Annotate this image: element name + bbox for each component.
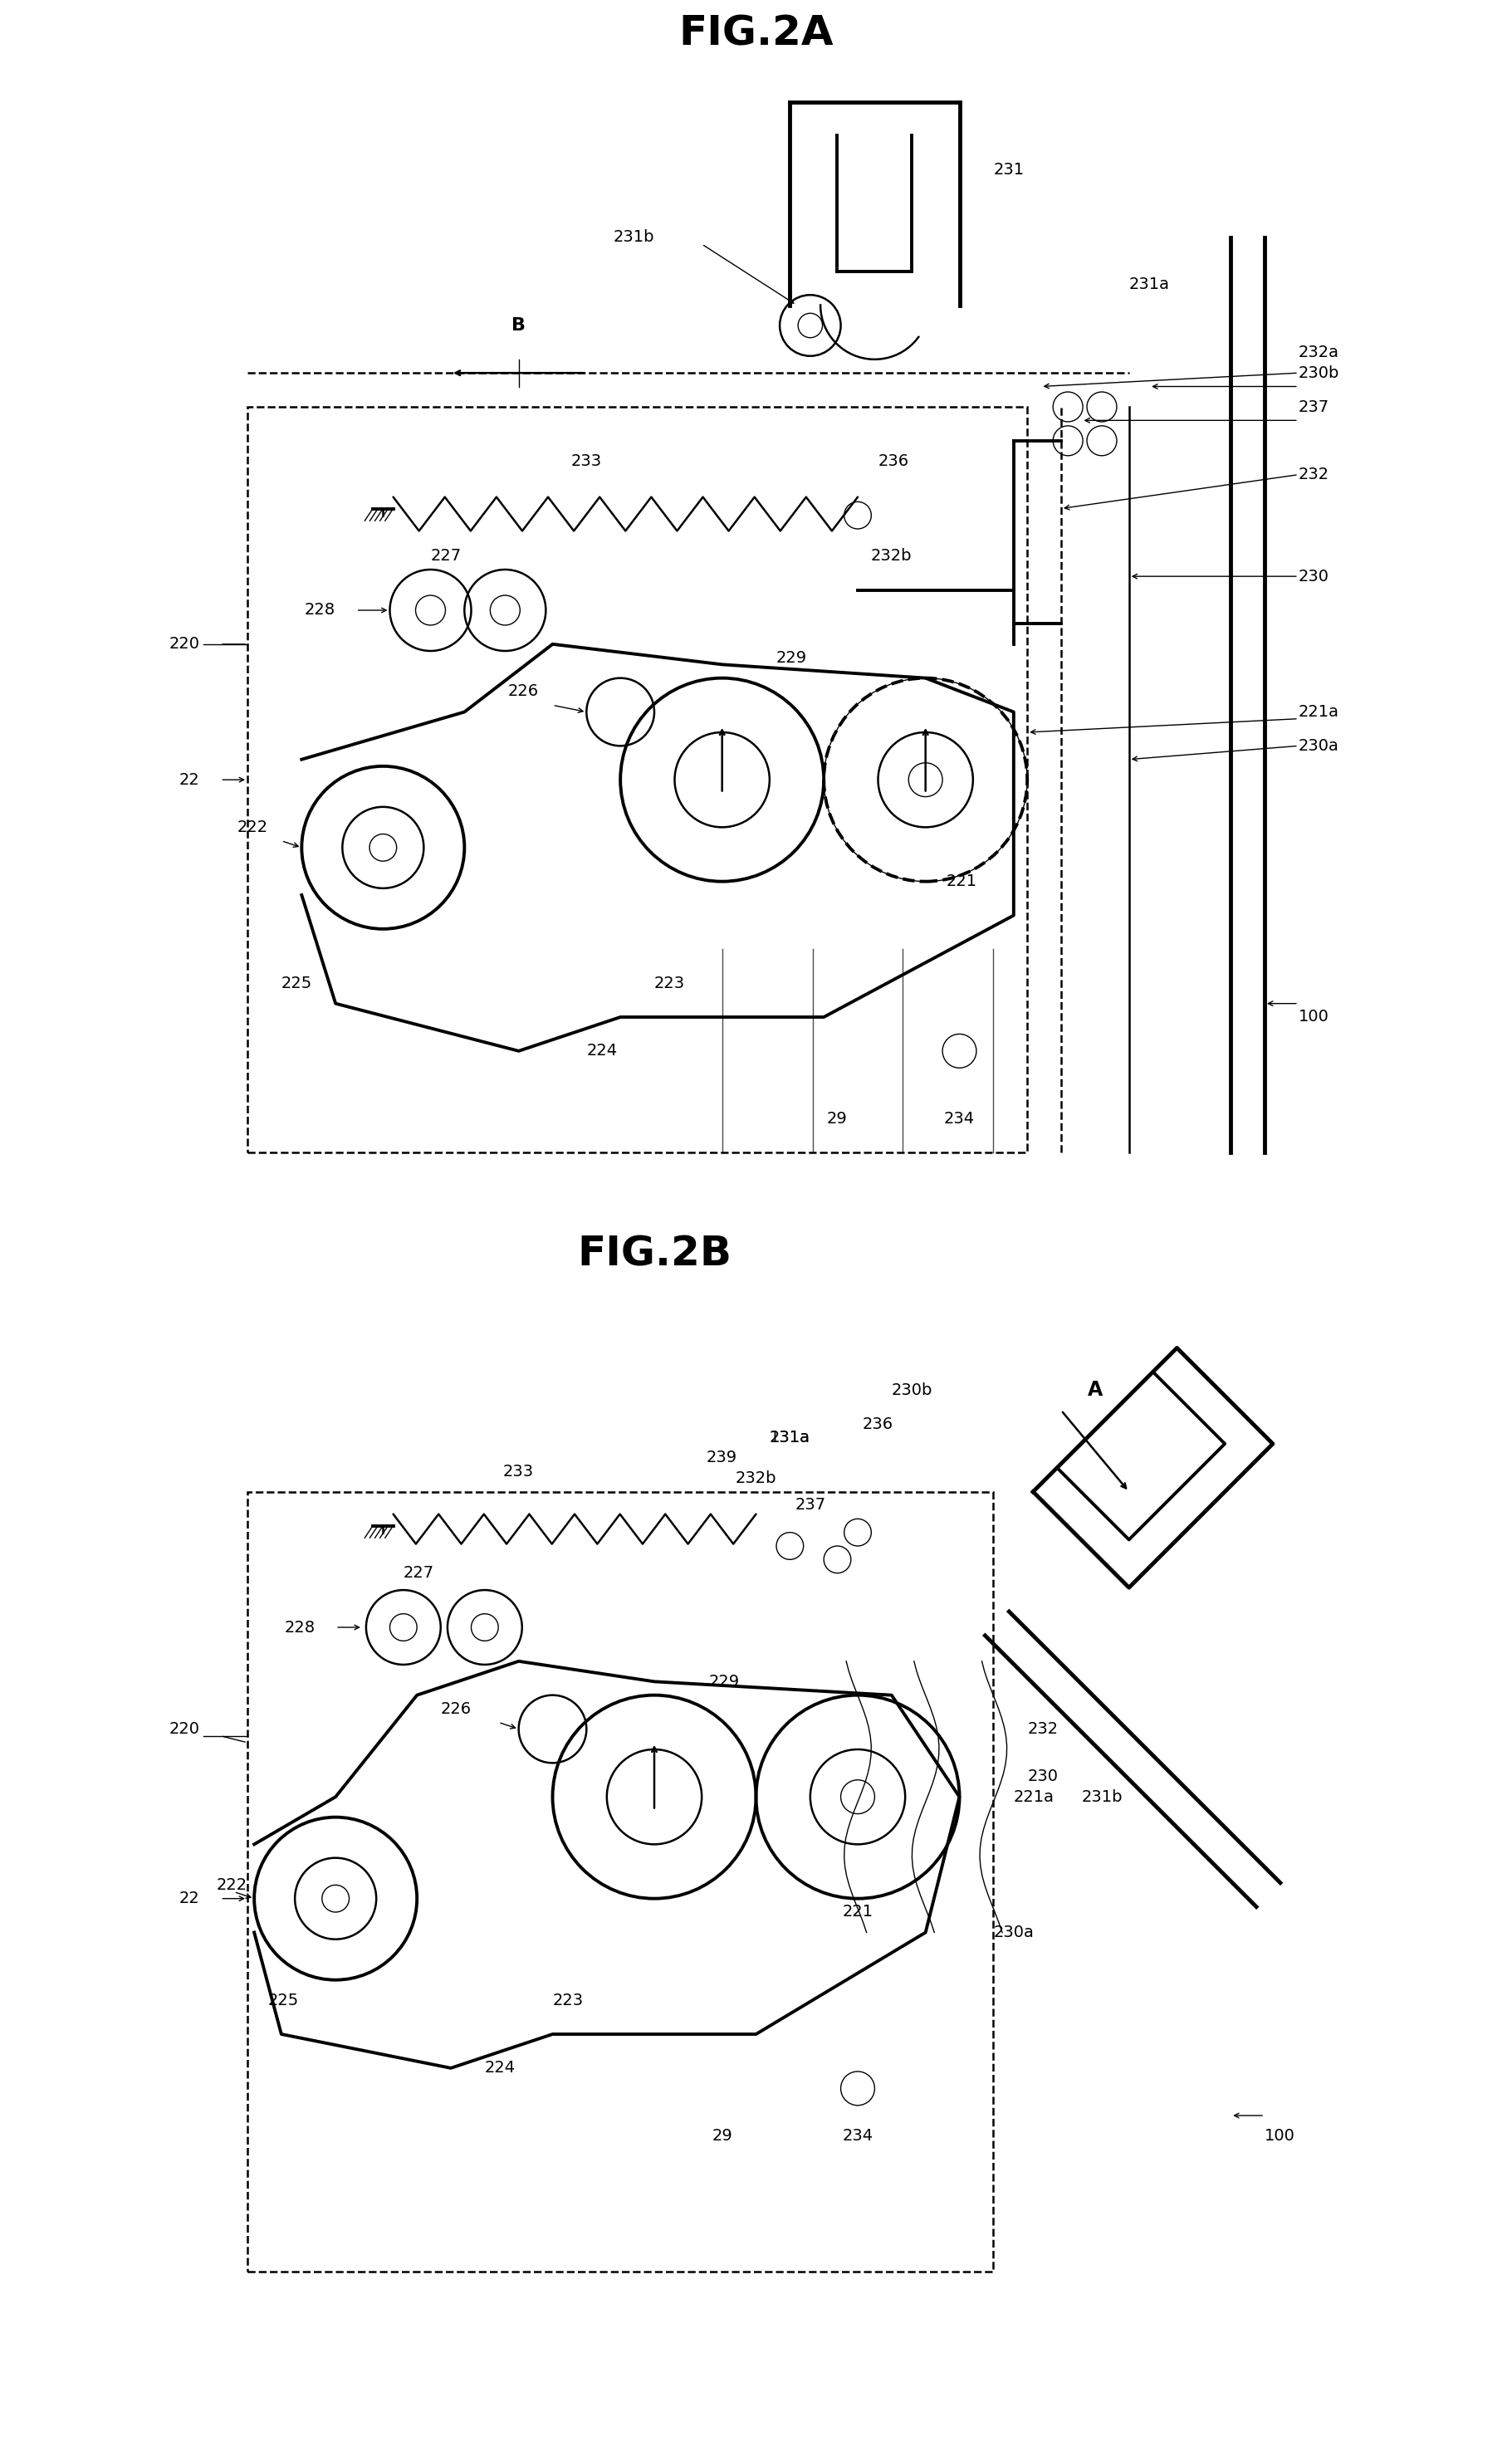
Text: 237: 237 (1299, 398, 1329, 415)
Text: 230a: 230a (1299, 737, 1340, 754)
Text: 232: 232 (1299, 466, 1329, 483)
Text: 229: 229 (776, 649, 807, 666)
Text: 222: 222 (237, 820, 268, 835)
Text: 237: 237 (795, 1496, 826, 1513)
Text: 231b: 231b (1081, 1789, 1122, 1804)
Text: 231a: 231a (770, 1430, 810, 1445)
Text: 228: 228 (284, 1618, 314, 1635)
Text: 226: 226 (440, 1701, 472, 1716)
Text: 232a: 232a (1299, 344, 1340, 361)
Text: 220: 220 (169, 637, 200, 652)
Text: 230: 230 (1299, 569, 1329, 583)
Text: 224: 224 (587, 1042, 617, 1059)
Text: 226: 226 (508, 683, 538, 701)
Text: 236: 236 (878, 454, 909, 469)
Bar (248, 1491, 993, 2273)
Text: 100: 100 (1264, 2129, 1296, 2143)
Text: 231: 231 (993, 161, 1024, 178)
Text: 227: 227 (404, 1565, 434, 1582)
Text: 223: 223 (655, 976, 685, 991)
Text: 228: 228 (305, 603, 336, 618)
Text: A: A (1087, 1379, 1102, 1401)
Text: 221: 221 (947, 874, 977, 889)
Text: 100: 100 (1299, 1008, 1329, 1025)
Text: 234: 234 (943, 1111, 975, 1128)
Text: 222: 222 (216, 1877, 248, 1892)
Bar (248, 408, 1027, 1152)
Text: 232: 232 (1027, 1721, 1058, 1738)
Text: FIG.2A: FIG.2A (679, 15, 833, 54)
Text: 22: 22 (180, 1892, 200, 1906)
Text: 230: 230 (1027, 1770, 1058, 1784)
Text: 230a: 230a (993, 1924, 1034, 1941)
Text: 22: 22 (180, 771, 200, 788)
Text: 221: 221 (842, 1904, 872, 1921)
Text: 227: 227 (431, 549, 461, 564)
Text: 231b: 231b (614, 229, 655, 244)
Text: 131a: 131a (770, 1430, 810, 1445)
Text: 230b: 230b (892, 1382, 933, 1399)
Text: 221a: 221a (1013, 1789, 1054, 1804)
Text: FIG.2B: FIG.2B (578, 1235, 732, 1274)
Text: 233: 233 (503, 1465, 534, 1479)
Text: 229: 229 (709, 1675, 739, 1689)
Text: 224: 224 (485, 2060, 516, 2075)
Text: 223: 223 (552, 1992, 584, 2009)
Text: 230b: 230b (1299, 366, 1340, 381)
Text: 220: 220 (169, 1721, 200, 1738)
Text: 29: 29 (827, 1111, 848, 1128)
Text: B: B (511, 317, 526, 334)
Text: 232b: 232b (735, 1469, 777, 1487)
Text: 225: 225 (281, 976, 313, 991)
Text: 239: 239 (706, 1450, 738, 1465)
Text: 221a: 221a (1299, 703, 1340, 720)
Text: 236: 236 (863, 1416, 894, 1433)
Text: 231a: 231a (1129, 276, 1170, 293)
Text: 232b: 232b (871, 549, 912, 564)
Text: 234: 234 (842, 2129, 872, 2143)
Text: 233: 233 (572, 454, 602, 469)
Text: 225: 225 (268, 1992, 299, 2009)
Text: 29: 29 (712, 2129, 732, 2143)
